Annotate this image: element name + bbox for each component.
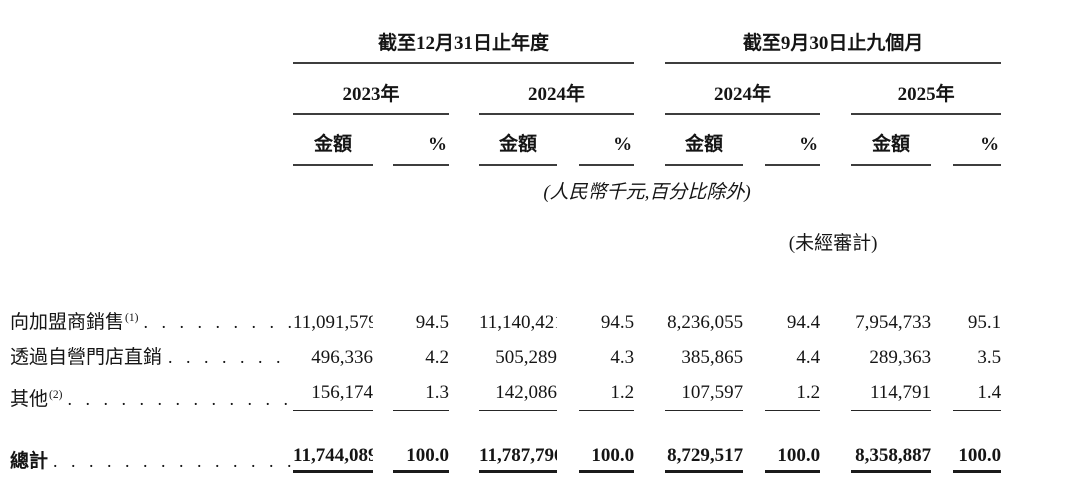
percent-cell: 94.4 [786,312,821,334]
percent-cell: 1.2 [765,369,821,411]
amount-header: 金額 [293,114,373,166]
percent-cell: 94.5 [600,312,635,334]
footnote-marker: (1) [125,312,139,325]
percent-cell: 1.4 [953,369,1002,411]
unaudited-note-row: (未經審計) [10,207,1001,269]
year-header-2023: 2023年 [293,63,449,115]
row-label: 其他 (2) [10,369,293,411]
dot-leader [67,390,293,410]
year-header-2024: 2024年 [479,63,635,115]
dot-leader [53,452,293,472]
amount-cell: 496,336 [311,347,373,369]
table-row-total: 總計 11,744,089 100.0 11,787,796 100.0 8,7… [10,443,1002,473]
unit-note: (人民幣千元,百分比除外) [543,182,751,204]
period-group-title-nine-months: 截至9月30日止九個月 [665,14,1002,64]
amount-cell: 8,236,055 [667,312,744,334]
amount-header: 金額 [665,114,744,166]
percent-cell: 1.3 [393,369,449,411]
total-amount-cell: 8,358,887 [851,443,932,473]
total-amount-cell: 11,787,796 [479,443,557,473]
spacer [10,411,1001,444]
period-group-title-annual: 截至12月31日止年度 [293,14,635,64]
year-header-row: 2023年 2024年 2024年 2025年 [10,63,1002,115]
amount-cell: 385,865 [681,347,744,369]
unit-note-row: (人民幣千元,百分比除外) [10,165,1001,207]
percent-header: % [953,114,1002,166]
amount-cell: 156,174 [293,369,373,411]
unaudited-note: (未經審計) [788,233,878,255]
dot-leader [143,313,293,333]
amount-cell: 505,289 [495,347,557,369]
amount-cell: 11,091,579 [293,312,373,334]
spacer [10,269,1001,299]
amount-cell: 7,954,733 [855,312,932,334]
amount-cell: 142,086 [479,369,557,411]
total-amount-cell: 8,729,517 [665,443,744,473]
percent-cell: 95.1 [967,312,1002,334]
percent-cell: 4.2 [425,347,449,369]
percent-cell: 94.5 [415,312,449,334]
total-percent-cell: 100.0 [393,443,449,473]
table-row-direct-store-sales: 透過自營門店直銷 496,336 4.2 505,289 4.3 385,865… [10,334,1001,369]
total-percent-cell: 100.0 [579,443,635,473]
total-amount-cell: 11,744,089 [293,443,373,473]
percent-cell: 4.3 [610,347,635,369]
percent-header: % [579,114,635,166]
amount-cell: 11,140,421 [479,312,557,334]
amount-header: 金額 [479,114,557,166]
subheader-row: 金額 % 金額 % 金額 % 金額 % [10,114,1002,166]
amount-cell: 289,363 [869,347,932,369]
dot-leader [168,348,293,368]
period-group-header-row: 截至12月31日止年度 截至9月30日止九個月 [10,14,1002,64]
percent-header: % [393,114,449,166]
row-label: 透過自營門店直銷 [10,334,293,369]
year-header-2025-9m: 2025年 [851,63,1002,115]
table-row-franchisee-sales: 向加盟商銷售(1) 11,091,579 94.5 11,140,421 94.… [10,299,1001,334]
percent-cell: 4.4 [796,347,821,369]
percent-header: % [765,114,821,166]
total-percent-cell: 100.0 [953,443,1002,473]
table-row-others: 其他(2) 156,174 1.3 142,086 1.2 107,597 1.… [10,369,1002,411]
footnote-marker: (2) [49,388,63,401]
document-page: 截至12月31日止年度 截至9月30日止九個月 2023年 2024年 2024… [0,14,1080,485]
year-header-2024-9m: 2024年 [665,63,821,115]
total-row-label: 總計 [10,443,293,473]
total-percent-cell: 100.0 [765,443,821,473]
amount-cell: 107,597 [665,369,744,411]
amount-cell: 114,791 [851,369,932,411]
percent-cell: 1.2 [579,369,635,411]
revenue-breakdown-table: 截至12月31日止年度 截至9月30日止九個月 2023年 2024年 2024… [10,14,1002,473]
amount-header: 金額 [851,114,932,166]
percent-cell: 3.5 [977,347,1002,369]
row-label: 向加盟商銷售 (1) [10,299,293,334]
